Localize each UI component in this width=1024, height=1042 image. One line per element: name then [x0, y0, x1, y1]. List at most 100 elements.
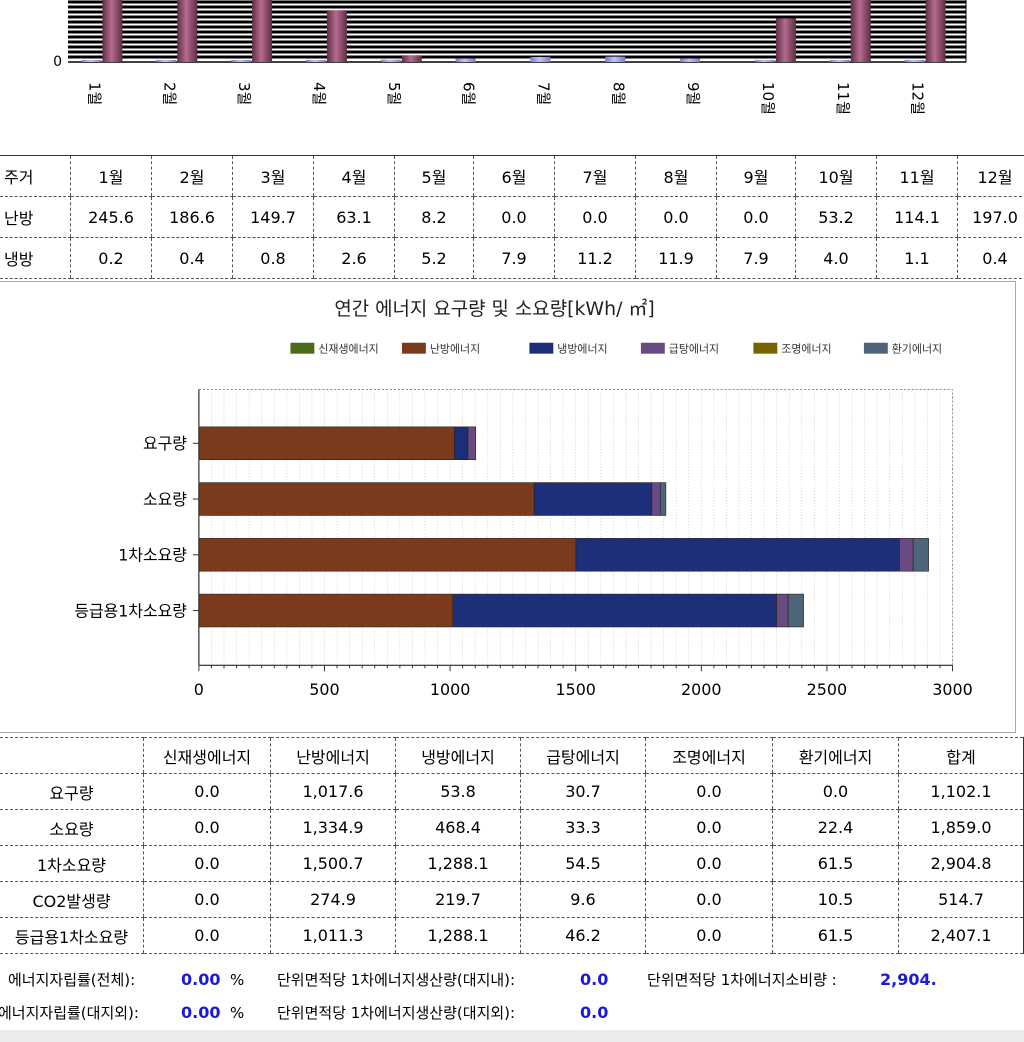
legend-swatch [640, 342, 665, 354]
legend-swatch [401, 342, 426, 354]
monthly-cell: 0.0 [635, 196, 717, 238]
energy-summary-table: 신재생에너지 난방에너지 냉방에너지 급탕에너지 조명에너지 환기에너지 합계 요구량 0.0 1… [0, 737, 1024, 954]
monthly-cell: 7.9 [473, 237, 555, 279]
legend-label: 신재생에너지 [318, 343, 378, 356]
stacked-bar-segment [198, 593, 454, 628]
monthly-header-cell: 주거 [0, 155, 71, 197]
energy-cell: 514.7 [898, 881, 1024, 918]
stacked-bars [198, 426, 929, 628]
self-rate-offsite-value: 0.00 [181, 1003, 221, 1022]
monthly-x-tick-label: 8월 [609, 82, 627, 105]
self-rate-total-value: 0.00 [181, 970, 221, 989]
legend-swatch [753, 342, 778, 354]
monthly-x-tick-label: 11월 [834, 82, 852, 115]
monthly-table: 주거 1월 2월 3월 4월 5월 6월 7월 8월 9월 10월 11월 12월 난방 245.6 186.… [0, 155, 1024, 279]
heating-bar [177, 0, 198, 62]
energy-cell: 9.6 [520, 881, 646, 918]
monthly-header-cell: 9월 [716, 155, 796, 197]
stacked-bar-segment [533, 482, 653, 516]
monthly-plot-area [68, 0, 967, 63]
energy-header-cell: 난방에너지 [270, 737, 396, 774]
energy-header-cell: 조명에너지 [645, 737, 773, 774]
energy-row: CO2발생량 0.0 274.9 219.7 9.6 0.0 10.5 514.7 [0, 881, 1024, 918]
monthly-cell: 1.1 [876, 237, 958, 279]
footer-row-2: 에너지자립률(대지외): 0.00 % 단위면적당 1차에너지생산량(대지외):… [0, 1001, 1024, 1025]
cooling-bar [605, 56, 626, 62]
cooling-bar [530, 56, 551, 62]
energy-cell: 0.0 [143, 773, 271, 810]
cooling-bar [904, 60, 925, 62]
stacked-bar-segment [198, 482, 535, 516]
monthly-cell: 0.4 [957, 237, 1024, 279]
energy-row-label: 소요량 [0, 809, 144, 846]
energy-row: 1차소요량 0.0 1,500.7 1,288.1 54.5 0.0 61.5 2,904.8 [0, 845, 1024, 882]
legend-swatch [863, 342, 888, 354]
monthly-cell: 53.2 [795, 196, 877, 238]
energy-cell: 46.2 [520, 917, 646, 954]
heating-bar [925, 0, 946, 62]
self-rate-offsite-unit: % [230, 1004, 245, 1022]
monthly-row: 냉방 0.2 0.4 0.8 2.6 5.2 7.9 11.2 11.9 7.9 4.0 1.1 0.4 [0, 237, 1024, 279]
energy-cell: 61.5 [772, 845, 899, 882]
energy-cell: 1,102.1 [898, 773, 1024, 810]
x-tick-label: 2500 [807, 680, 847, 699]
energy-cell: 2,904.8 [898, 845, 1024, 882]
energy-cell: 53.8 [395, 773, 521, 810]
monthly-x-tick-label: 7월 [534, 82, 552, 105]
cooling-bar [754, 60, 775, 62]
stacked-bar-segment [467, 426, 477, 461]
energy-cell: 1,334.9 [270, 809, 396, 846]
stacked-bar-segment [776, 593, 789, 628]
stacked-bar-segment [198, 426, 455, 461]
x-tick-label: 0 [194, 680, 204, 699]
monthly-header-cell: 7월 [554, 155, 636, 197]
heating-bar [102, 0, 123, 62]
monthly-energy-chart: 0 1월 2월 3월 4월 5월 6월 7월 8월 9월 10월 11월 12월 [53, 0, 967, 115]
monthly-cell: 63.1 [313, 196, 395, 238]
monthly-cell: 5.2 [394, 237, 474, 279]
monthly-cell: 11.2 [554, 237, 636, 279]
monthly-cell: 114.1 [876, 196, 958, 238]
energy-cell: 1,011.3 [270, 917, 396, 954]
monthly-header-cell: 2월 [151, 155, 233, 197]
heating-bar [326, 10, 347, 63]
monthly-x-tick-label: 12월 [909, 82, 927, 115]
monthly-cell: 0.0 [473, 196, 555, 238]
monthly-x-tick-label: 5월 [385, 82, 403, 105]
energy-cell: 1,500.7 [270, 845, 396, 882]
self-rate-offsite-label: 에너지자립률(대지외): [0, 1004, 139, 1022]
energy-cell: 0.0 [143, 809, 271, 846]
energy-header-cell: 합계 [898, 737, 1024, 774]
prod-offsite-label: 단위면적당 1차에너지생산량(대지외): [277, 1004, 516, 1022]
monthly-cell: 149.7 [232, 196, 314, 238]
monthly-header-cell: 3월 [232, 155, 314, 197]
energy-cell: 219.7 [395, 881, 521, 918]
monthly-x-tick-label: 3월 [235, 82, 253, 105]
stacked-bar-segment [912, 538, 929, 572]
energy-row-label: CO2발생량 [0, 881, 144, 918]
x-tick-label: 2000 [681, 680, 721, 699]
energy-header-row: 신재생에너지 난방에너지 냉방에너지 급탕에너지 조명에너지 환기에너지 합계 [0, 737, 1024, 774]
monthly-x-tick-label: 9월 [684, 82, 702, 105]
energy-cell: 54.5 [520, 845, 646, 882]
legend-label: 조명에너지 [781, 343, 831, 356]
heating-bar [850, 0, 871, 62]
monthly-header-row: 주거 1월 2월 3월 4월 5월 6월 7월 8월 9월 10월 11월 12월 [0, 155, 1024, 197]
monthly-header-cell: 5월 [394, 155, 474, 197]
annual-energy-chart: 연간 에너지 요구량 및 소요량[kWh/ ㎡] 신재생에너지 난방에너지 냉방에너… [0, 281, 1016, 733]
x-tick-label: 500 [309, 680, 339, 699]
energy-header-cell: 신재생에너지 [143, 737, 271, 774]
monthly-x-tick-label: 2월 [160, 82, 178, 105]
monthly-cell: 0.8 [232, 237, 314, 279]
stacked-bar-segment [575, 538, 900, 572]
y-category-label: 요구량 [143, 434, 187, 453]
monthly-cell: 0.0 [554, 196, 636, 238]
energy-cell: 0.0 [772, 773, 899, 810]
legend-swatch [290, 342, 315, 354]
energy-cell: 2,407.1 [898, 917, 1024, 954]
energy-row-label: 등급용1차소요량 [0, 917, 144, 954]
monthly-header-cell: 11월 [876, 155, 958, 197]
prod-onsite-label: 단위면적당 1차에너지생산량(대지내): [277, 971, 516, 989]
energy-row-label: 요구량 [0, 773, 144, 810]
heating-bar [401, 55, 422, 62]
